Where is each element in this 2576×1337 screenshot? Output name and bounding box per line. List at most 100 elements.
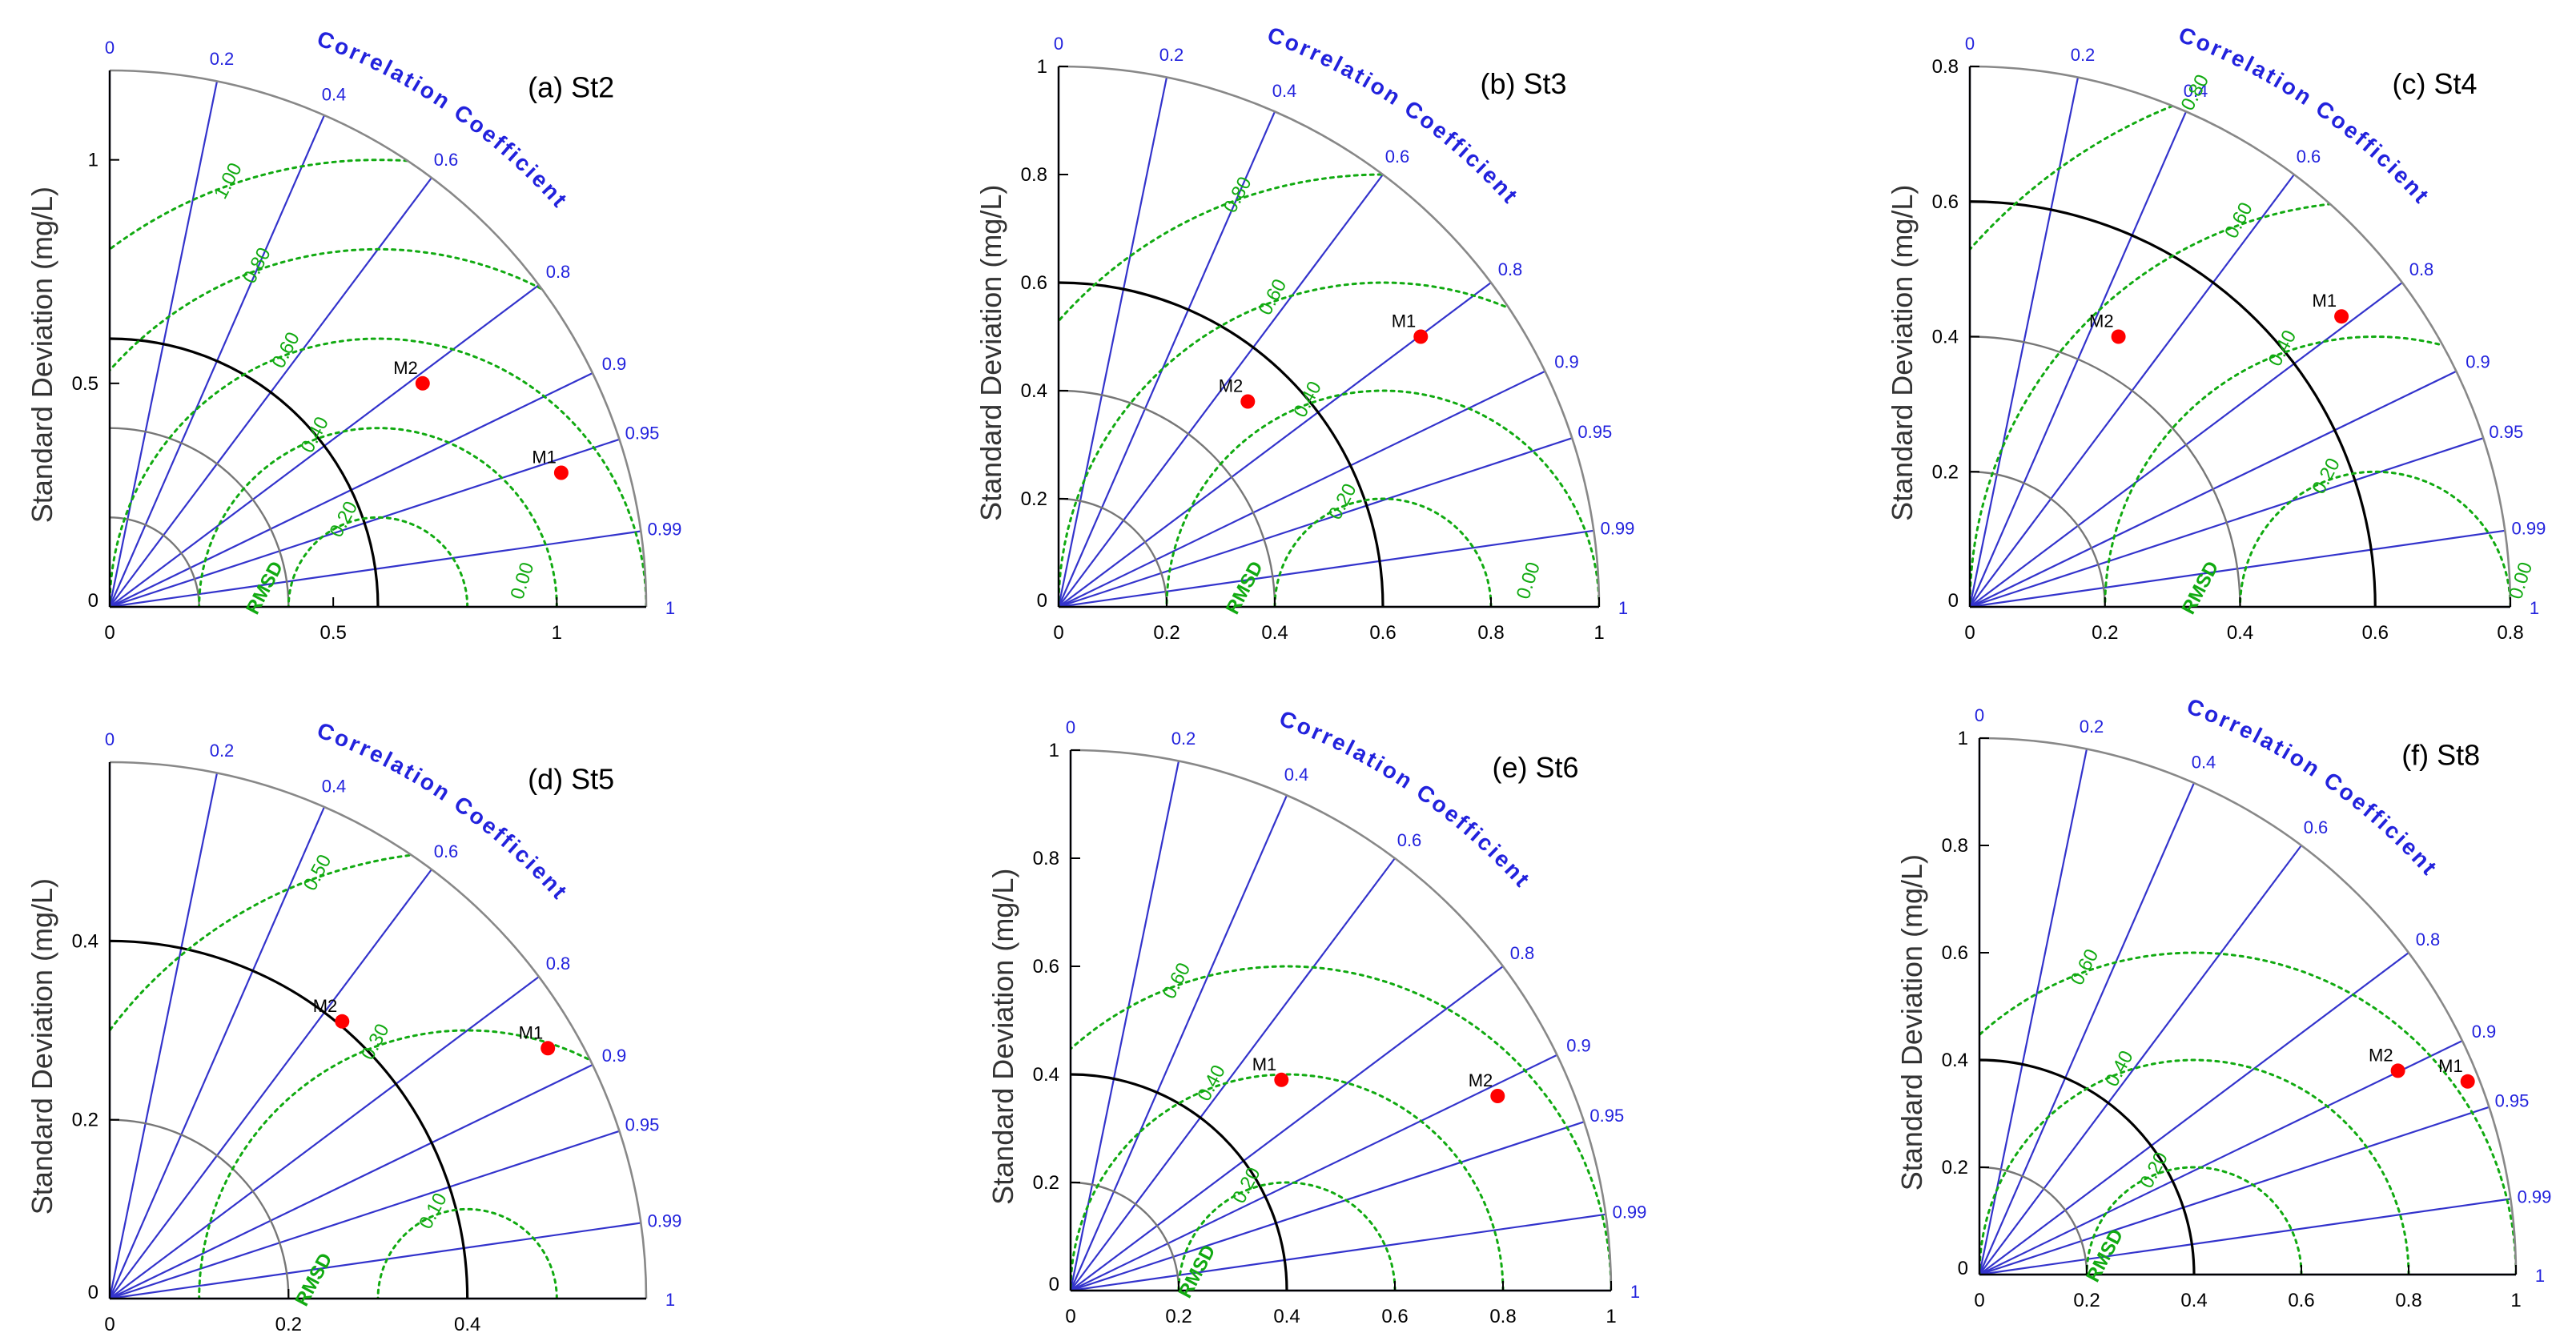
- std-arc: [1969, 335, 2241, 608]
- correlation-tick-label: 0.9: [1554, 352, 1579, 372]
- correlation-tick-label: 0.8: [2416, 929, 2441, 950]
- x-tick-label: 1: [1593, 622, 1604, 644]
- rmsd-contour: [1979, 1058, 2410, 1275]
- x-tick-label: 1: [1605, 1306, 1616, 1327]
- model-point-m2: [335, 1014, 350, 1029]
- x-tick-label: 0.6: [2362, 622, 2389, 644]
- rmsd-label: RMSD: [1222, 558, 1268, 618]
- correlation-tick-label: 0.9: [602, 354, 627, 374]
- x-tick-label: 0.4: [1261, 622, 1288, 644]
- y-axis-label: Standard Deviation (mg/L): [987, 869, 1019, 1205]
- correlation-ray: [1070, 1054, 1557, 1291]
- x-tick-label: 1: [2510, 1290, 2521, 1311]
- correlation-ray: [108, 806, 326, 1299]
- y-axis-label: Standard Deviation (mg/L): [1886, 185, 1919, 521]
- std-arc: [109, 516, 200, 608]
- correlation-tick-label: 0.8: [1498, 259, 1523, 279]
- outer-arc: [109, 761, 648, 1299]
- std-arc: [1969, 471, 2106, 608]
- y-tick-label: 0.6: [1942, 942, 1968, 964]
- model-point-label: M2: [393, 358, 418, 378]
- rmsd-contour: [1165, 389, 1599, 607]
- rmsd-contour: [1970, 200, 2510, 607]
- correlation-ray: [1069, 761, 1180, 1291]
- correlation-tick-label: 0.8: [546, 262, 571, 282]
- correlation-ray: [1979, 1106, 2490, 1276]
- panel-title: (f) St8: [2401, 739, 2480, 772]
- correlation-tick-label: 1: [2530, 598, 2539, 618]
- correlation-tick-label: 0.95: [1589, 1106, 1624, 1126]
- rmsd-contour: [1071, 965, 1611, 1291]
- rmsd-contour: [1071, 1073, 1505, 1291]
- correlation-tick-label: 0.6: [434, 150, 459, 170]
- rmsd-contour-label: 0.30: [357, 1021, 394, 1064]
- y-tick-label: 0.4: [1942, 1050, 1968, 1071]
- outer-arc: [109, 69, 648, 608]
- rmsd-contour-label: 0.80: [1220, 174, 1256, 217]
- correlation-tick-label: 0.4: [2184, 81, 2208, 101]
- model-point-label: M2: [2089, 311, 2114, 331]
- y-tick-label: 0: [1948, 590, 1959, 612]
- reference-std-arc: [1979, 1058, 2196, 1275]
- model-point-label: M2: [1469, 1070, 1493, 1090]
- outer-arc: [1058, 65, 1601, 608]
- correlation-tick-label: 0.99: [648, 1211, 682, 1231]
- panel-title: (c) St4: [2392, 67, 2477, 100]
- model-point-m2: [1240, 394, 1256, 409]
- y-tick-label: 1: [1958, 728, 1968, 749]
- x-tick-label: 1: [552, 622, 562, 644]
- model-point-m1: [1274, 1072, 1289, 1087]
- rmsd-contour: [110, 337, 646, 607]
- correlation-coefficient-label: Correlation Coefficient: [1264, 22, 1524, 209]
- x-tick-label: 0.5: [319, 622, 346, 644]
- correlation-ray: [1069, 794, 1288, 1291]
- correlation-ray: [109, 1064, 593, 1299]
- x-tick-label: 0.2: [1153, 622, 1179, 644]
- correlation-ray: [1979, 1198, 2511, 1276]
- panel-title: (d) St5: [528, 763, 614, 796]
- rmsd-contour: [110, 850, 646, 1299]
- y-tick-label: 0.4: [72, 930, 98, 952]
- correlation-tick-label: 0.2: [210, 741, 235, 761]
- correlation-ray: [1070, 1121, 1585, 1292]
- reference-std-arc: [1058, 281, 1384, 608]
- correlation-tick-label: 0.95: [625, 423, 660, 443]
- y-tick-label: 1: [1049, 740, 1059, 761]
- y-tick-label: 0: [1958, 1258, 1968, 1279]
- correlation-ray: [109, 976, 540, 1299]
- x-tick-label: 0.4: [1273, 1306, 1300, 1327]
- rmsd-contour-label: 0.00: [506, 560, 538, 602]
- x-tick-label: 0: [1964, 622, 1975, 644]
- correlation-tick-label: 0.6: [2304, 817, 2329, 837]
- x-tick-label: 0.4: [454, 1314, 480, 1335]
- y-tick-label: 0.8: [1932, 56, 1959, 78]
- x-tick-label: 0.8: [1477, 622, 1504, 644]
- model-point-label: M1: [1252, 1054, 1277, 1074]
- model-point-m2: [415, 375, 430, 391]
- reference-std-arc: [1969, 200, 2377, 608]
- y-tick-label: 1: [1037, 56, 1047, 78]
- correlation-tick-label: 0.95: [2495, 1090, 2530, 1110]
- std-arc: [1070, 1181, 1180, 1291]
- correlation-tick-label: 1: [1630, 1282, 1640, 1302]
- y-tick-label: 0.6: [1021, 272, 1047, 294]
- rmsd-contour: [110, 247, 646, 607]
- correlation-tick-label: 0.95: [2489, 422, 2523, 442]
- y-tick-label: 0.8: [1942, 835, 1968, 857]
- reference-std-arc: [109, 939, 469, 1299]
- model-point-m2: [1490, 1089, 1505, 1103]
- x-tick-label: 0.8: [1489, 1306, 1516, 1327]
- model-point-m2: [2390, 1063, 2405, 1078]
- y-tick-label: 0.5: [72, 373, 98, 395]
- correlation-tick-label: 0.2: [1159, 45, 1184, 65]
- x-tick-label: 0.6: [2288, 1290, 2314, 1311]
- correlation-coefficient-label: Correlation Coefficient: [1276, 705, 1536, 893]
- panel-title: (b) St3: [1480, 67, 1566, 100]
- y-tick-label: 0.2: [72, 1110, 98, 1131]
- rmsd-contour: [2239, 470, 2510, 607]
- std-arc: [1979, 1166, 2088, 1275]
